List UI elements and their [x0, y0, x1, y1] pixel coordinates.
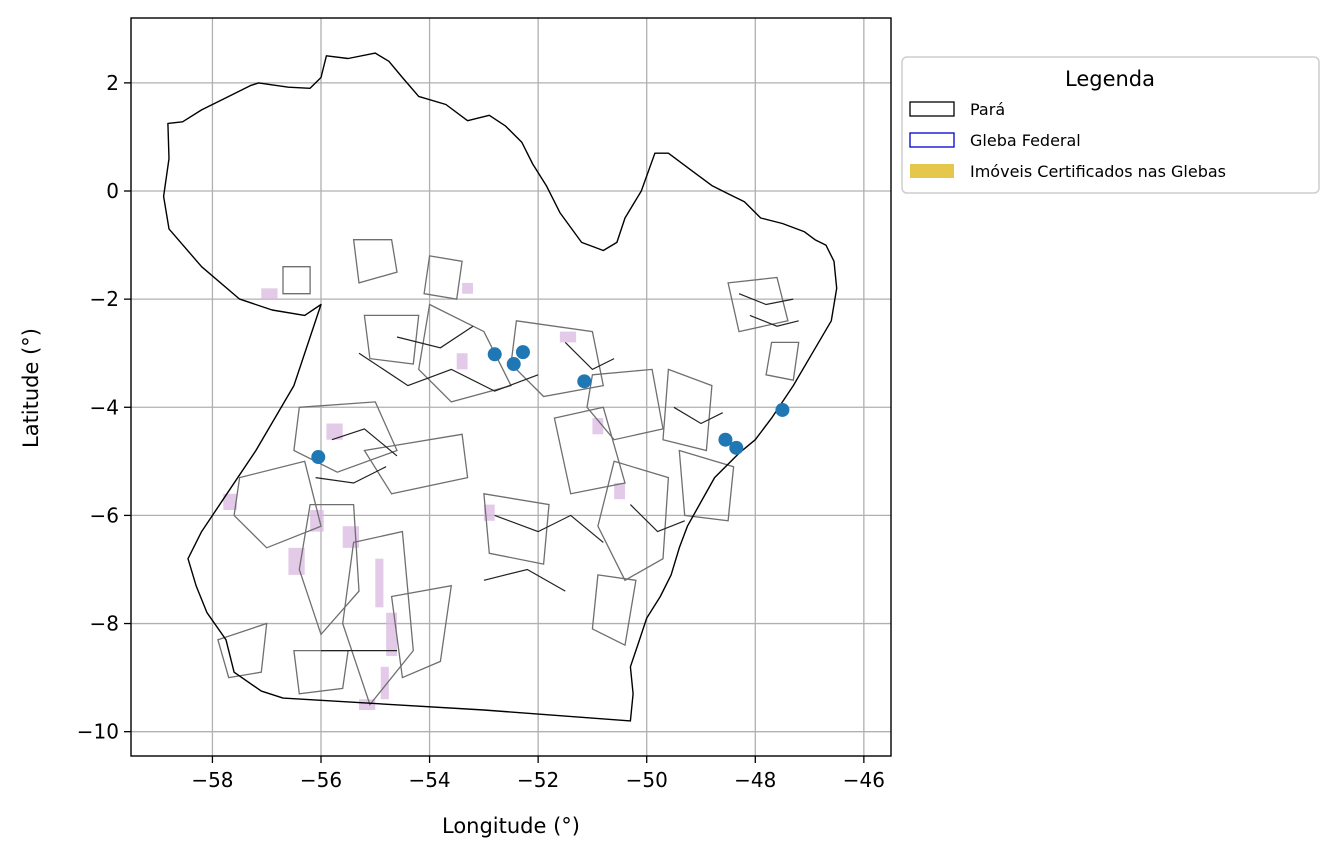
- imovel-patch: [386, 612, 397, 656]
- imovel-patch: [380, 666, 389, 700]
- legend-entry-label: Imóveis Certificados nas Glebas: [970, 162, 1226, 181]
- legend-swatch: [909, 101, 955, 117]
- imoveis-certificados-layer: [223, 282, 625, 711]
- points-layer: [311, 345, 790, 465]
- gleba-polygon: [352, 239, 398, 284]
- gleba-boundary-line: [564, 341, 615, 371]
- gleba-polygon: [342, 530, 414, 706]
- para-outline-layer: [162, 52, 838, 722]
- map-layers: [162, 52, 838, 722]
- imovel-patch: [375, 558, 384, 608]
- gleba-polygon: [293, 401, 398, 473]
- y-axis-label: Latitude (°): [19, 328, 43, 448]
- gleba-federal-layer: [217, 239, 800, 706]
- x-tick-label: −58: [191, 768, 233, 792]
- gleba-polygon: [233, 460, 322, 549]
- location-point: [515, 345, 530, 360]
- y-tick-label: −10: [77, 720, 119, 744]
- location-point: [577, 374, 592, 389]
- gleba-boundary-line: [629, 504, 685, 533]
- y-tick-label: −6: [90, 503, 119, 527]
- y-tick-label: 0: [106, 179, 119, 203]
- y-tick-label: −8: [90, 612, 119, 636]
- gleba-boundary-line: [358, 352, 539, 392]
- gleba-boundary-line: [483, 568, 566, 592]
- gleba-polygon: [282, 266, 311, 295]
- gleba-polygon: [483, 493, 550, 565]
- legend-swatch: [910, 164, 954, 178]
- legend: Legenda Pará Gleba Federal Imóveis Certifi…: [901, 56, 1320, 194]
- gleba-polygon: [217, 622, 268, 679]
- y-tick-label: 2: [106, 71, 119, 95]
- gleba-polygon: [423, 255, 463, 300]
- y-tick-label: −2: [90, 287, 119, 311]
- x-tick-label: −56: [300, 768, 342, 792]
- imovel-patch: [223, 493, 237, 510]
- gleba-polygon: [662, 368, 713, 452]
- imovel-patch: [592, 418, 604, 435]
- location-point: [311, 450, 326, 465]
- imovel-patch: [559, 331, 577, 343]
- grid-lines: [131, 18, 891, 756]
- gleba-polygon: [597, 460, 670, 582]
- gleba-polygon: [586, 368, 664, 441]
- gleba-polygon: [298, 503, 360, 636]
- gleba-polygon: [727, 276, 789, 333]
- imovel-patch: [326, 423, 343, 440]
- legend-title: Legenda: [1065, 67, 1155, 91]
- x-tick-label: −50: [626, 768, 668, 792]
- gleba-polygon: [510, 320, 605, 398]
- imovel-patch: [288, 547, 305, 575]
- imovel-patch: [483, 504, 495, 521]
- imovel-patch: [359, 699, 376, 711]
- legend-entry-label: Pará: [970, 100, 1005, 119]
- x-tick-label: −52: [517, 768, 559, 792]
- x-tick-label: −54: [408, 768, 450, 792]
- x-axis-ticks: −58 −56 −54 −52 −50 −48 −46: [191, 756, 885, 792]
- gleba-boundary-line: [673, 406, 723, 425]
- legend-entry-label: Gleba Federal: [970, 131, 1081, 150]
- gleba-polygon: [418, 303, 512, 403]
- gleba-polygon: [678, 449, 735, 522]
- location-point: [487, 347, 502, 362]
- imovel-patch: [261, 288, 278, 300]
- location-point: [729, 440, 744, 455]
- legend-swatch: [909, 132, 955, 148]
- imovel-patch: [456, 353, 468, 370]
- gleba-boundary-line: [738, 293, 794, 306]
- x-tick-label: −48: [734, 768, 776, 792]
- location-point: [775, 402, 790, 417]
- imovel-patch: [614, 482, 625, 500]
- x-axis-label: Longitude (°): [442, 814, 580, 838]
- x-tick-label: −46: [843, 768, 885, 792]
- gleba-boundary-line: [396, 325, 474, 349]
- gleba-polygon: [390, 584, 453, 679]
- legend-entries: Pará Gleba Federal Imóveis Certificados na…: [909, 100, 1226, 181]
- gleba-boundary-line: [315, 466, 387, 484]
- gleba-boundary-line: [749, 314, 799, 327]
- location-point: [506, 357, 521, 372]
- gleba-boundary-line: [494, 514, 604, 543]
- axes-frame: [130, 17, 892, 757]
- gleba-polygon: [553, 406, 626, 495]
- legend-box: [901, 56, 1320, 194]
- gleba-polygon: [363, 433, 469, 495]
- gleba-boundary-line: [331, 428, 398, 457]
- imovel-patch: [462, 282, 473, 294]
- gleba-polygon: [591, 574, 637, 647]
- y-axis-ticks: 2 0 −2 −4 −6 −8 −10: [77, 71, 131, 744]
- para-state-outline: [162, 52, 838, 722]
- location-point: [718, 432, 733, 447]
- y-tick-label: −4: [90, 395, 119, 419]
- gleba-polygon: [363, 314, 420, 365]
- gleba-polygon: [765, 341, 800, 381]
